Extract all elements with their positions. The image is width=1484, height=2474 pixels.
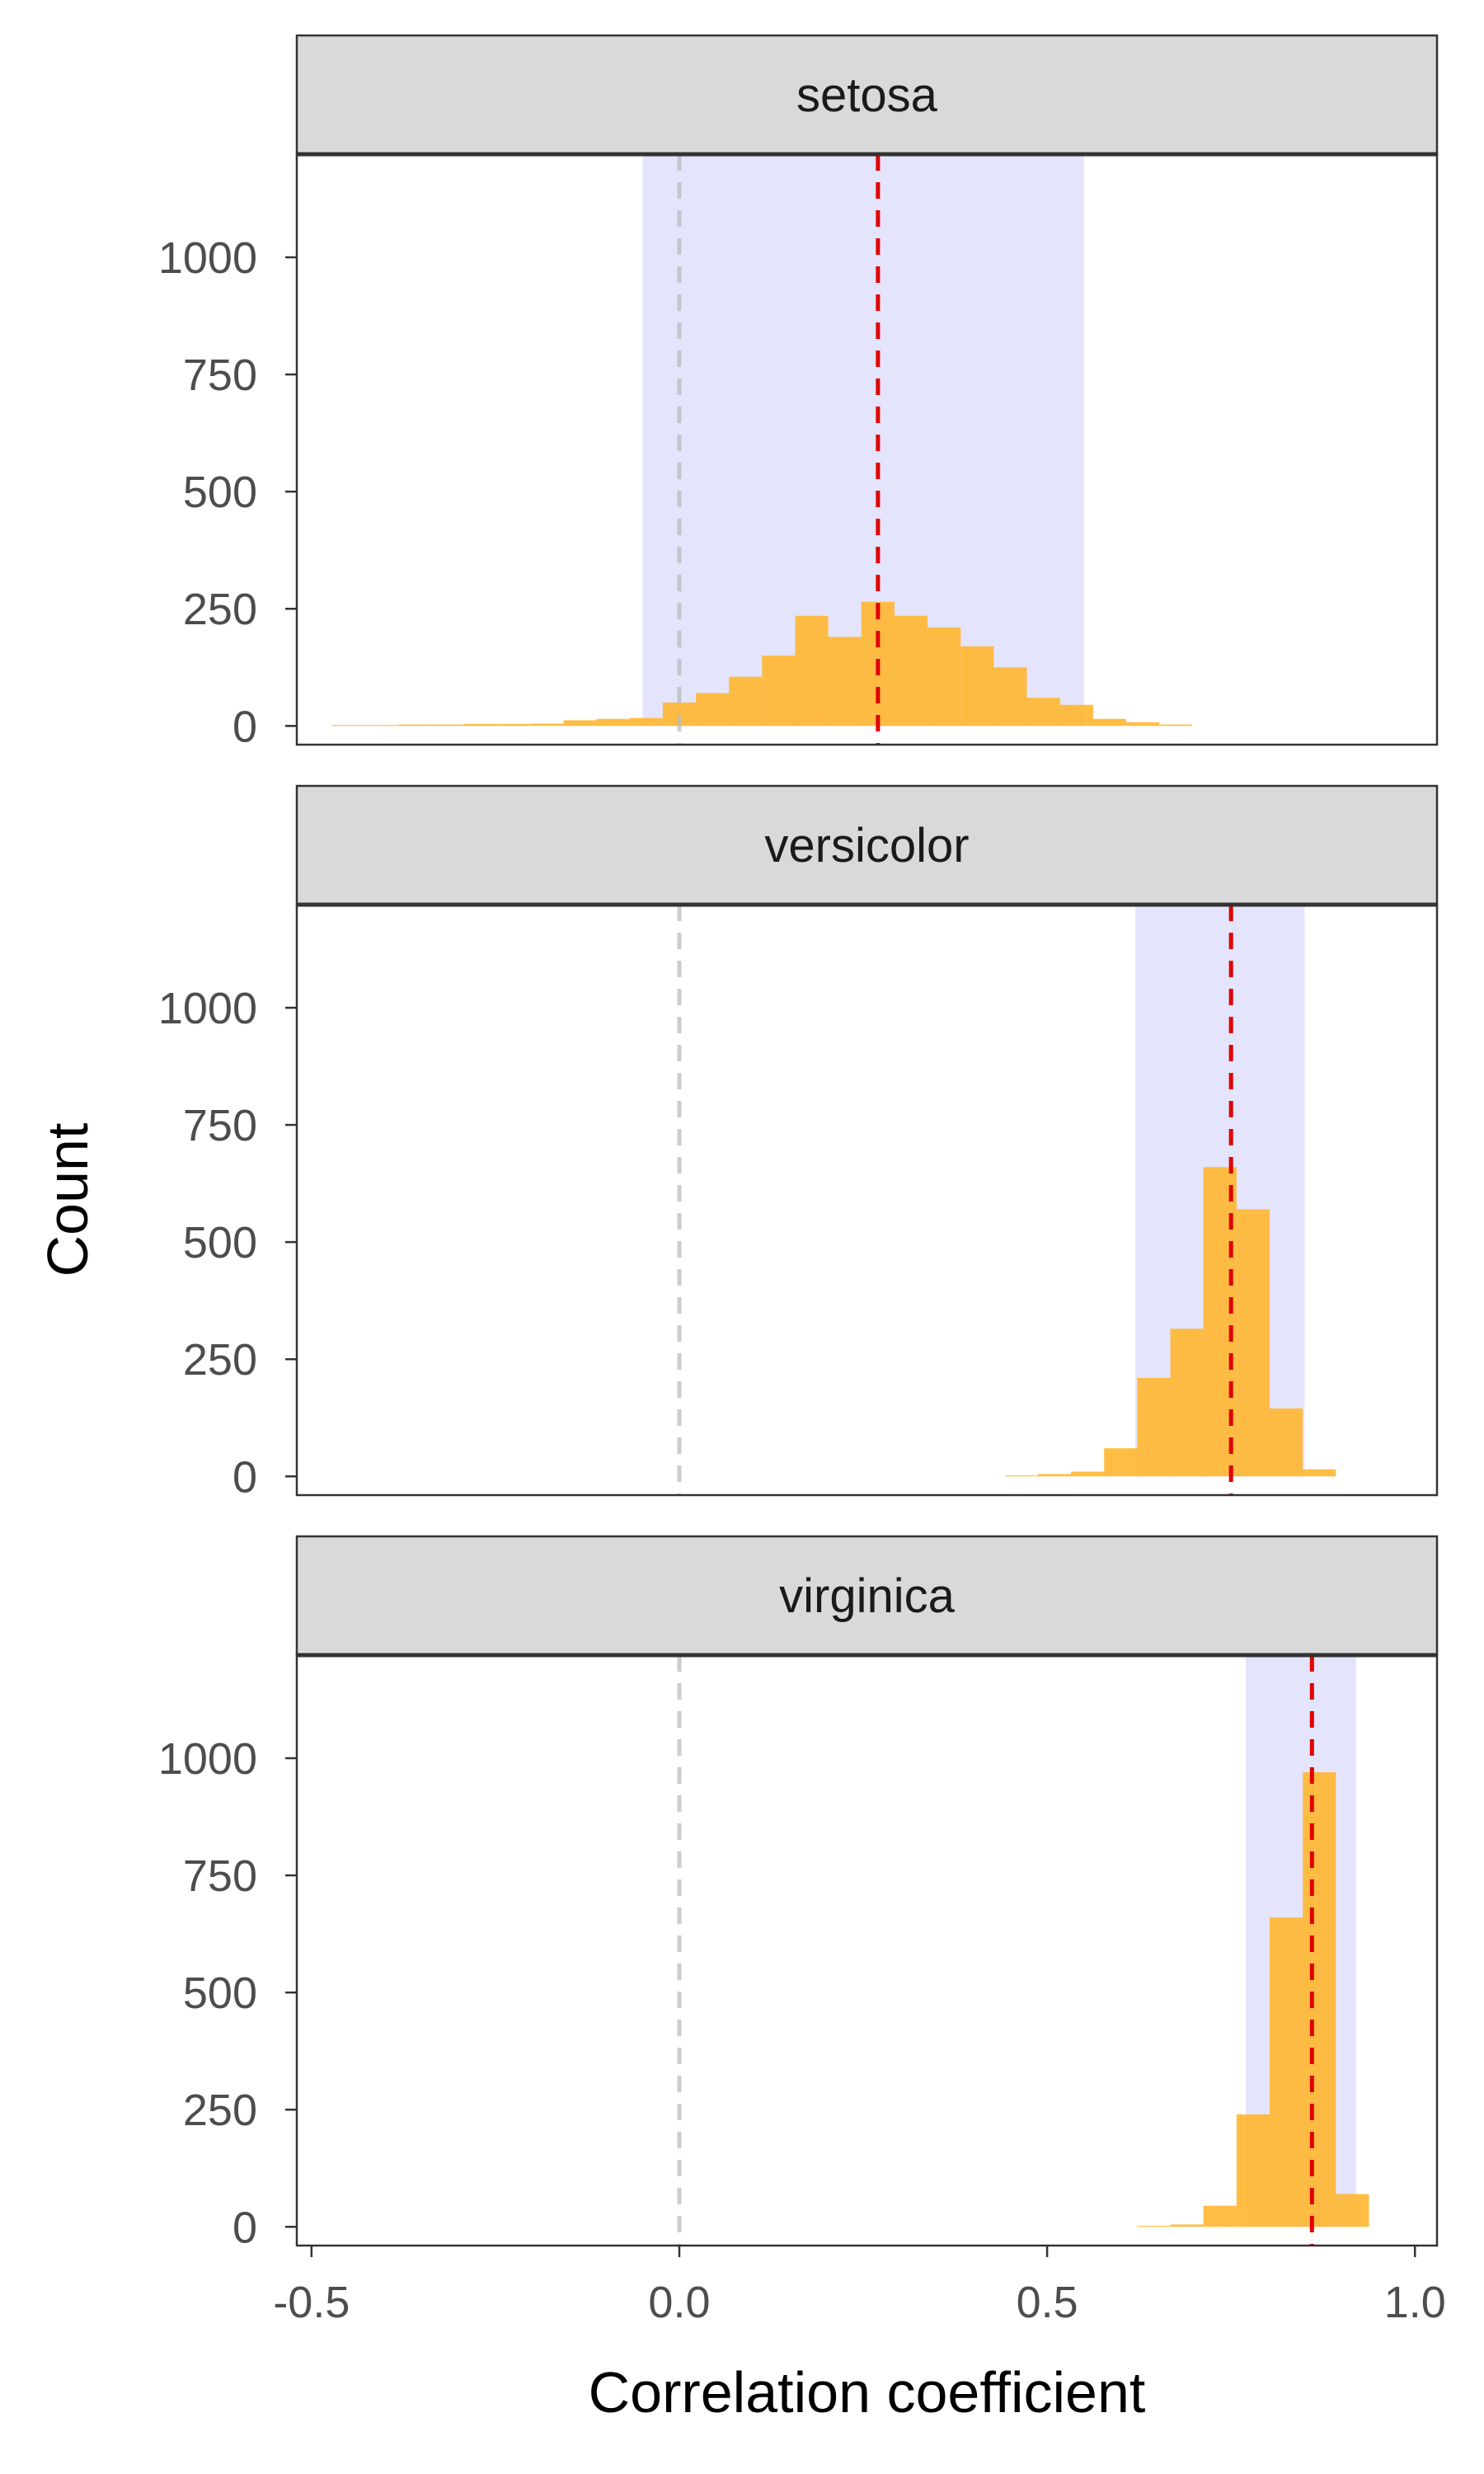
histogram-bar: [1092, 718, 1127, 727]
histogram-bar: [629, 717, 663, 727]
facet-strip-label: versicolor: [764, 819, 969, 872]
histogram-bar: [1004, 1475, 1038, 1477]
y-tick-label: 0: [232, 2203, 257, 2252]
x-axis: -0.5 0.0 0.5 1.0: [273, 2246, 1446, 2327]
histogram-bar: [729, 676, 763, 727]
y-tick-label: 750: [183, 350, 257, 400]
histogram-bar: [1303, 1772, 1336, 2227]
histogram-bar: [1037, 1474, 1072, 1477]
x-tick-label: -0.5: [273, 2278, 350, 2327]
histogram-bar: [1270, 1917, 1303, 2227]
histogram-bar: [762, 656, 796, 727]
y-tick-label: 500: [183, 468, 257, 517]
facet-strip: [295, 34, 1439, 156]
histogram-bar: [364, 725, 398, 727]
y-tick-label: 500: [183, 1968, 257, 2018]
histogram-bar: [1071, 1471, 1105, 1477]
histogram-bar: [1236, 2114, 1270, 2227]
y-tick-label: 0: [232, 702, 257, 751]
facet-strip-label: setosa: [796, 68, 938, 122]
y-tick-label: 250: [183, 585, 257, 634]
facet-panel-virginica: virginica 0 250 500 750 1000: [158, 1535, 1439, 2252]
histogram-bar: [1159, 724, 1193, 727]
histogram-bar: [497, 723, 531, 727]
histogram-bar: [1126, 722, 1160, 727]
facet-panel-setosa: setosa 0 250 500 750 1000: [158, 34, 1439, 751]
y-tick-label: 750: [183, 1101, 257, 1150]
y-tick-label: 0: [232, 1452, 257, 1502]
histogram-bar: [960, 646, 994, 727]
y-tick-label: 1000: [158, 1734, 257, 1784]
histogram-bar: [993, 667, 1027, 727]
y-axis-title: Count: [35, 1123, 100, 1277]
x-axis-title: Correlation coefficient: [589, 2360, 1146, 2425]
facet-panels: setosa 0 250 500 750 1000 versicolor 0 250 500 750…: [158, 34, 1439, 2252]
histogram-bar: [928, 627, 961, 727]
histogram-bar: [563, 720, 597, 727]
y-tick-label: 250: [183, 1335, 257, 1385]
y-tick-label: 1000: [158, 984, 257, 1033]
histogram-bar: [463, 723, 498, 727]
histogram-bar: [1303, 1469, 1336, 1477]
histogram-bar: [828, 637, 862, 727]
x-tick-label: 1.0: [1384, 2278, 1446, 2327]
histogram-bar: [1270, 1408, 1303, 1477]
histogram-bar: [1203, 2205, 1237, 2227]
histogram-bar: [1026, 698, 1060, 727]
histogram-bar: [795, 615, 829, 727]
histogram-bar: [397, 724, 431, 727]
y-tick-label: 500: [183, 1218, 257, 1268]
facet-strip: [295, 1535, 1439, 1657]
facet-strip-label: virginica: [779, 1569, 955, 1623]
facet-panel-versicolor: versicolor 0 250 500 750 1000: [158, 784, 1439, 1502]
histogram-bar: [1170, 1329, 1204, 1477]
histogram-bar: [1170, 2224, 1204, 2227]
histogram-bar: [1059, 704, 1093, 727]
histogram-bar: [1104, 1448, 1138, 1477]
histogram-bar: [894, 615, 928, 727]
histogram-bar: [1137, 1377, 1171, 1477]
histogram-bar: [596, 718, 630, 727]
histogram-bar: [530, 723, 564, 727]
y-tick-label: 750: [183, 1851, 257, 1901]
x-tick-label: 0.0: [648, 2278, 710, 2327]
x-tick-label: 0.5: [1017, 2278, 1078, 2327]
histogram-bar: [696, 693, 730, 727]
histogram-bar: [1236, 1209, 1270, 1477]
histogram-bar: [430, 724, 464, 727]
y-tick-label: 250: [183, 2086, 257, 2135]
histogram-bar: [1137, 2226, 1171, 2227]
y-tick-label: 1000: [158, 233, 257, 283]
histogram-bar: [331, 725, 365, 727]
histogram-bar: [1336, 2194, 1369, 2227]
